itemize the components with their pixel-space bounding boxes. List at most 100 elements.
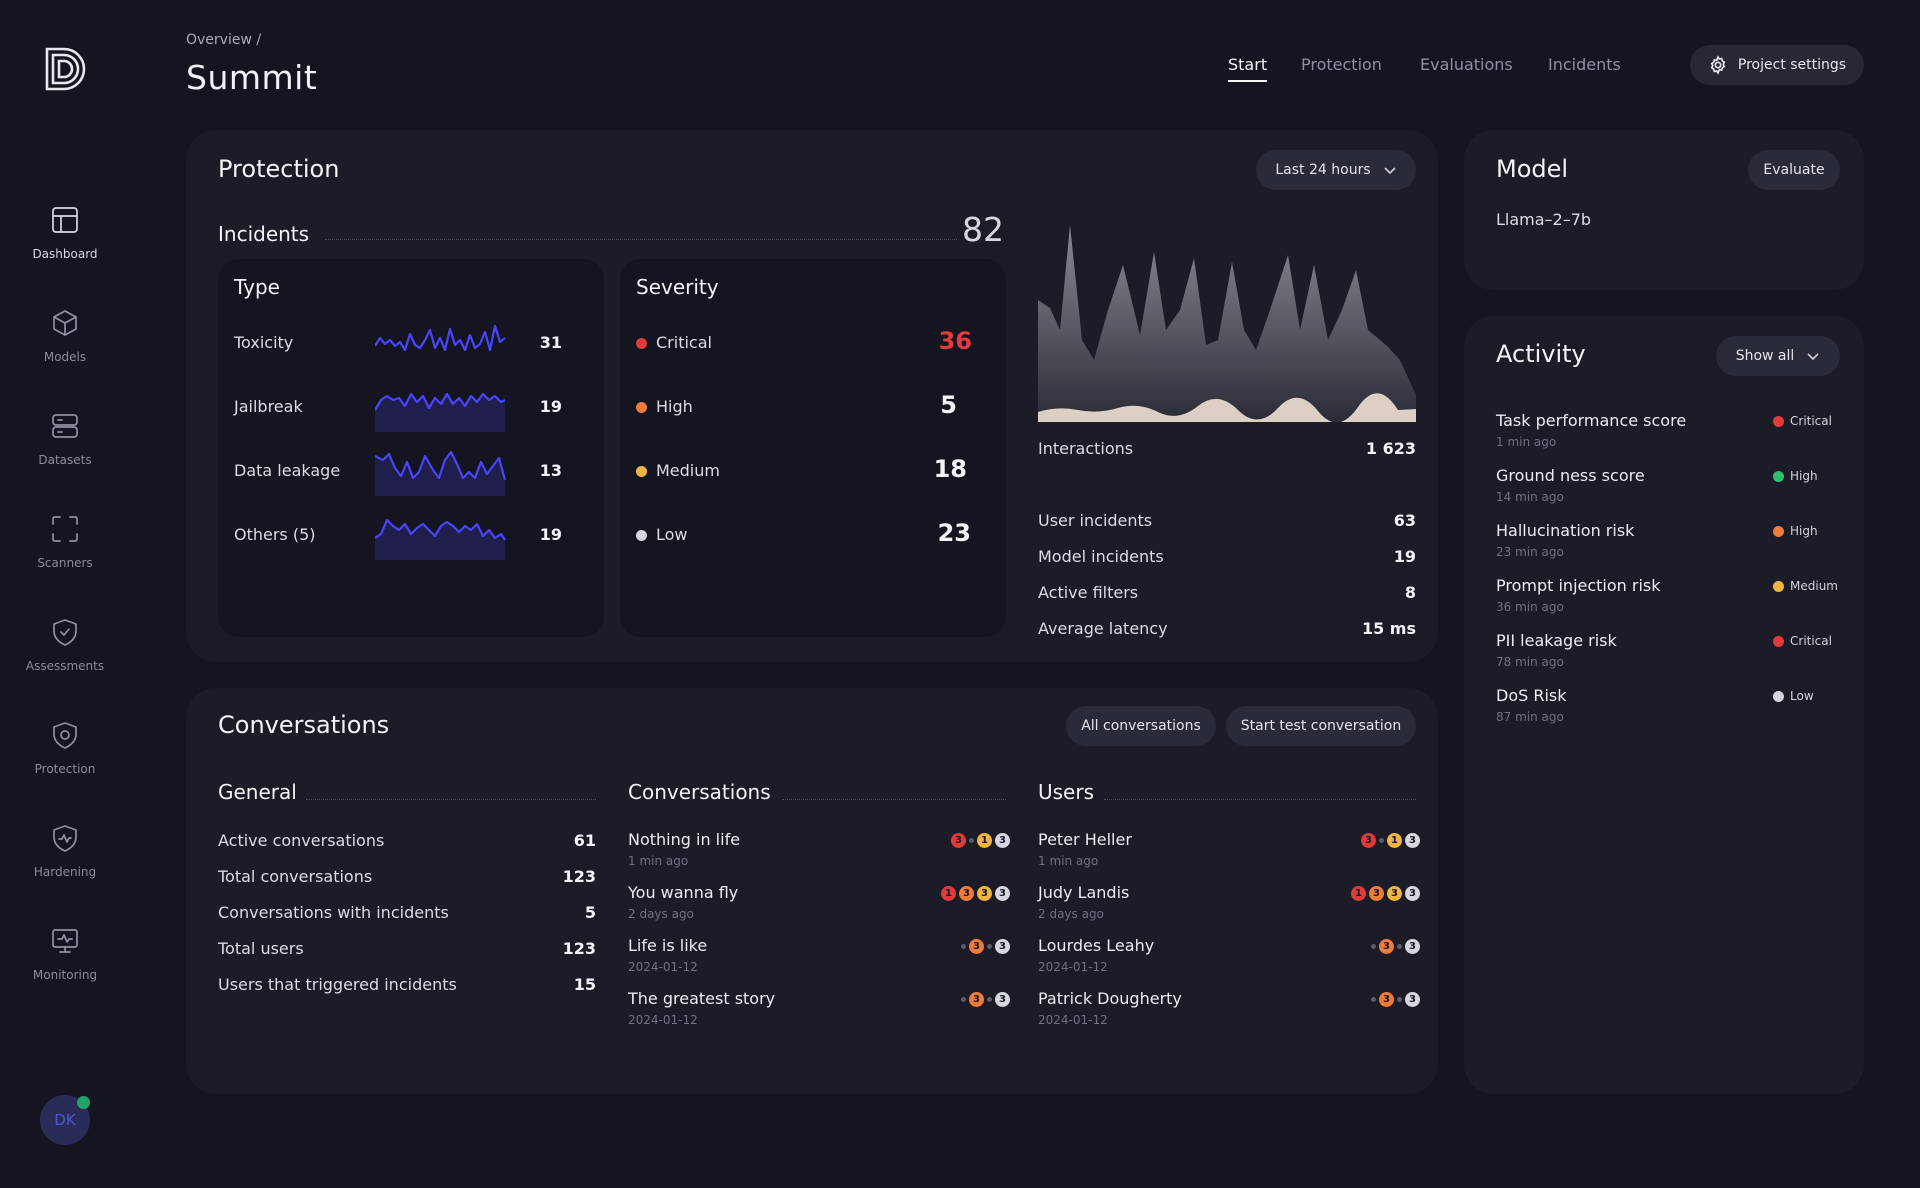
conversation-row-time: 2024-01-12 (628, 1013, 698, 1027)
critical-dot (636, 338, 647, 349)
shield-icon (53, 722, 77, 749)
severity-count-badge: 3 (959, 886, 974, 901)
severity-count-badge: 3 (969, 939, 984, 954)
conversation-row-name[interactable]: Nothing in life (628, 830, 741, 849)
empty-count-dot (1379, 838, 1384, 843)
general-stat-value: 15 (573, 975, 596, 994)
interactions-chart (1038, 225, 1416, 422)
severity-dot (1773, 470, 1784, 482)
start-test-conversation-button[interactable]: Start test conversation (1226, 706, 1416, 746)
evaluate-button[interactable]: Evaluate (1748, 150, 1840, 190)
activity-item-title[interactable]: Prompt injection risk (1496, 576, 1661, 595)
stat-label: Average latency (1038, 619, 1168, 638)
sidebar-item-models[interactable]: Models (0, 308, 130, 388)
model-name: Llama–2–7b (1496, 210, 1592, 229)
severity-title: Severity (636, 275, 719, 299)
type-value: 13 (539, 461, 562, 480)
sidebar-item-scanners[interactable]: Scanners (0, 514, 130, 594)
conversation-row-name[interactable]: Life is like (628, 936, 708, 955)
tab-evaluations[interactable]: Evaluations (1420, 55, 1513, 74)
empty-count-dot (961, 944, 966, 949)
sidebar-item-label: Dashboard (32, 247, 98, 261)
activity-severity-badge: Critical (1773, 414, 1832, 428)
activity-item-time: 23 min ago (1496, 545, 1564, 559)
sidebar-item-label: Protection (34, 762, 96, 776)
dashboard-icon (52, 207, 78, 233)
general-stat-value: 61 (573, 831, 596, 850)
tab-incidents[interactable]: Incidents (1548, 55, 1621, 74)
empty-count-dot (1397, 997, 1402, 1002)
tab-start[interactable]: Start (1228, 55, 1268, 82)
activity-card (1464, 316, 1864, 1094)
severity-count-badge: 3 (969, 992, 984, 1007)
sidebar-item-hardening[interactable]: Hardening (0, 823, 130, 903)
avatar[interactable]: DK (40, 1095, 90, 1145)
severity-label: Critical (656, 333, 712, 352)
severity-dot (1773, 415, 1784, 427)
severity-dot (1773, 580, 1784, 592)
user-row-name[interactable]: Judy Landis (1038, 883, 1130, 902)
tab-protection[interactable]: Protection (1301, 55, 1382, 74)
type-label: Jailbreak (234, 397, 303, 416)
online-status-dot (77, 1096, 90, 1109)
severity-count-badge: 3 (951, 833, 966, 848)
severity-dot (1773, 525, 1784, 537)
time-range-select[interactable]: Last 24 hours (1256, 150, 1416, 190)
severity-label: Critical (1790, 414, 1832, 428)
all-conversations-button[interactable]: All conversations (1066, 706, 1216, 746)
activity-item-time: 36 min ago (1496, 600, 1564, 614)
breadcrumb[interactable]: Overview / (186, 32, 262, 48)
conversations-card (186, 688, 1438, 1094)
start-test-conversation-label: Start test conversation (1240, 718, 1402, 734)
severity-label: High (1790, 524, 1818, 538)
severity-count-badge: 3 (1387, 886, 1402, 901)
activity-filter-select[interactable]: Show all (1716, 336, 1840, 376)
activity-filter-value: Show all (1735, 348, 1795, 364)
sidebar-item-datasets[interactable]: Datasets (0, 411, 130, 491)
severity-count-badge: 3 (1405, 992, 1420, 1007)
activity-item-title[interactable]: Hallucination risk (1496, 521, 1635, 540)
app-logo[interactable] (44, 46, 92, 92)
sidebar-item-label: Models (43, 350, 87, 364)
user-row-name[interactable]: Lourdes Leahy (1038, 936, 1155, 955)
incidents-label: Incidents (218, 222, 310, 246)
project-settings-button[interactable]: Project settings (1690, 45, 1864, 85)
conversations-list-title: Conversations (628, 780, 771, 804)
conversation-row-name[interactable]: The greatest story (628, 989, 776, 1008)
sidebar-item-dashboard[interactable]: Dashboard (0, 205, 130, 285)
activity-item-time: 14 min ago (1496, 490, 1564, 504)
severity-label: High (656, 397, 693, 416)
data-leakage-sparkline (375, 450, 507, 496)
severity-count-badge: 3 (1405, 833, 1420, 848)
type-title: Type (234, 275, 280, 299)
sidebar-item-label: Hardening (33, 865, 97, 879)
activity-item-title[interactable]: Ground ness score (1496, 466, 1645, 485)
user-row-name[interactable]: Peter Heller (1038, 830, 1132, 849)
stat-value: 19 (1393, 547, 1416, 566)
severity-critical-value: 36 (938, 327, 972, 355)
page-title: Summit (186, 58, 318, 97)
activity-item-title[interactable]: PII leakage risk (1496, 631, 1617, 650)
severity-count-badge: 3 (995, 886, 1010, 901)
type-label: Others (5) (234, 525, 316, 544)
severity-count-badge: 3 (1379, 992, 1394, 1007)
activity-item-title[interactable]: DoS Risk (1496, 686, 1567, 705)
sidebar-item-label: Scanners (37, 556, 93, 570)
type-value: 31 (539, 333, 562, 352)
general-stat-value: 123 (562, 867, 596, 886)
sidebar-item-assessments[interactable]: Assessments (0, 617, 130, 697)
conversation-row-name[interactable]: You wanna fly (628, 883, 739, 902)
sidebar-item-protection[interactable]: Protection (0, 720, 130, 800)
activity-item-title[interactable]: Task performance score (1496, 411, 1687, 430)
severity-label: Low (656, 525, 688, 544)
empty-count-dot (987, 997, 992, 1002)
stat-label: Active filters (1038, 583, 1139, 602)
activity-item-time: 87 min ago (1496, 710, 1564, 724)
all-conversations-label: All conversations (1081, 718, 1201, 734)
user-row-name[interactable]: Patrick Dougherty (1038, 989, 1182, 1008)
sidebar-item-monitoring[interactable]: Monitoring (0, 926, 130, 1006)
incidents-total: 82 (962, 210, 1004, 249)
